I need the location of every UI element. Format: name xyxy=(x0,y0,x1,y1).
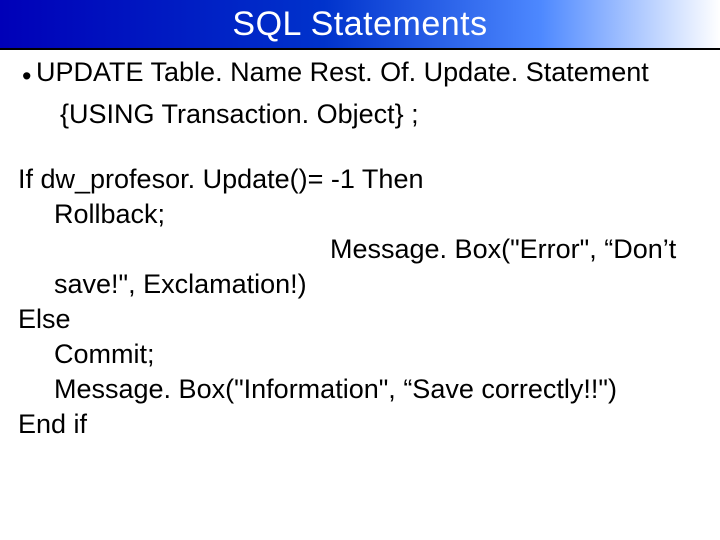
bullet-text-line2: {USING Transaction. Object} ; xyxy=(18,98,702,132)
slide-body: • UPDATE Table. Name Rest. Of. Update. S… xyxy=(0,50,720,442)
code-line-else: Else xyxy=(18,302,702,337)
bullet-text-line1: UPDATE Table. Name Rest. Of. Update. Sta… xyxy=(36,56,702,90)
code-line-rollback: Rollback; xyxy=(18,197,702,232)
code-line-if: If dw_profesor. Update()= -1 Then xyxy=(18,162,702,197)
code-line-endif: End if xyxy=(18,407,702,442)
bullet-item: • UPDATE Table. Name Rest. Of. Update. S… xyxy=(18,56,702,94)
slide: SQL Statements • UPDATE Table. Name Rest… xyxy=(0,0,720,540)
code-line-msgbox-error-b: save!", Exclamation!) xyxy=(18,267,702,302)
code-line-msgbox-error-a: Message. Box("Error", “Don’t xyxy=(18,232,702,267)
code-line-msgbox-info: Message. Box("Information", “Save correc… xyxy=(18,372,702,407)
spacer xyxy=(18,132,702,162)
code-line-commit: Commit; xyxy=(18,337,702,372)
slide-title: SQL Statements xyxy=(232,5,487,44)
bullet-dot-icon: • xyxy=(18,56,36,94)
title-bar: SQL Statements xyxy=(0,0,720,50)
code-block: If dw_profesor. Update()= -1 Then Rollba… xyxy=(18,162,702,443)
